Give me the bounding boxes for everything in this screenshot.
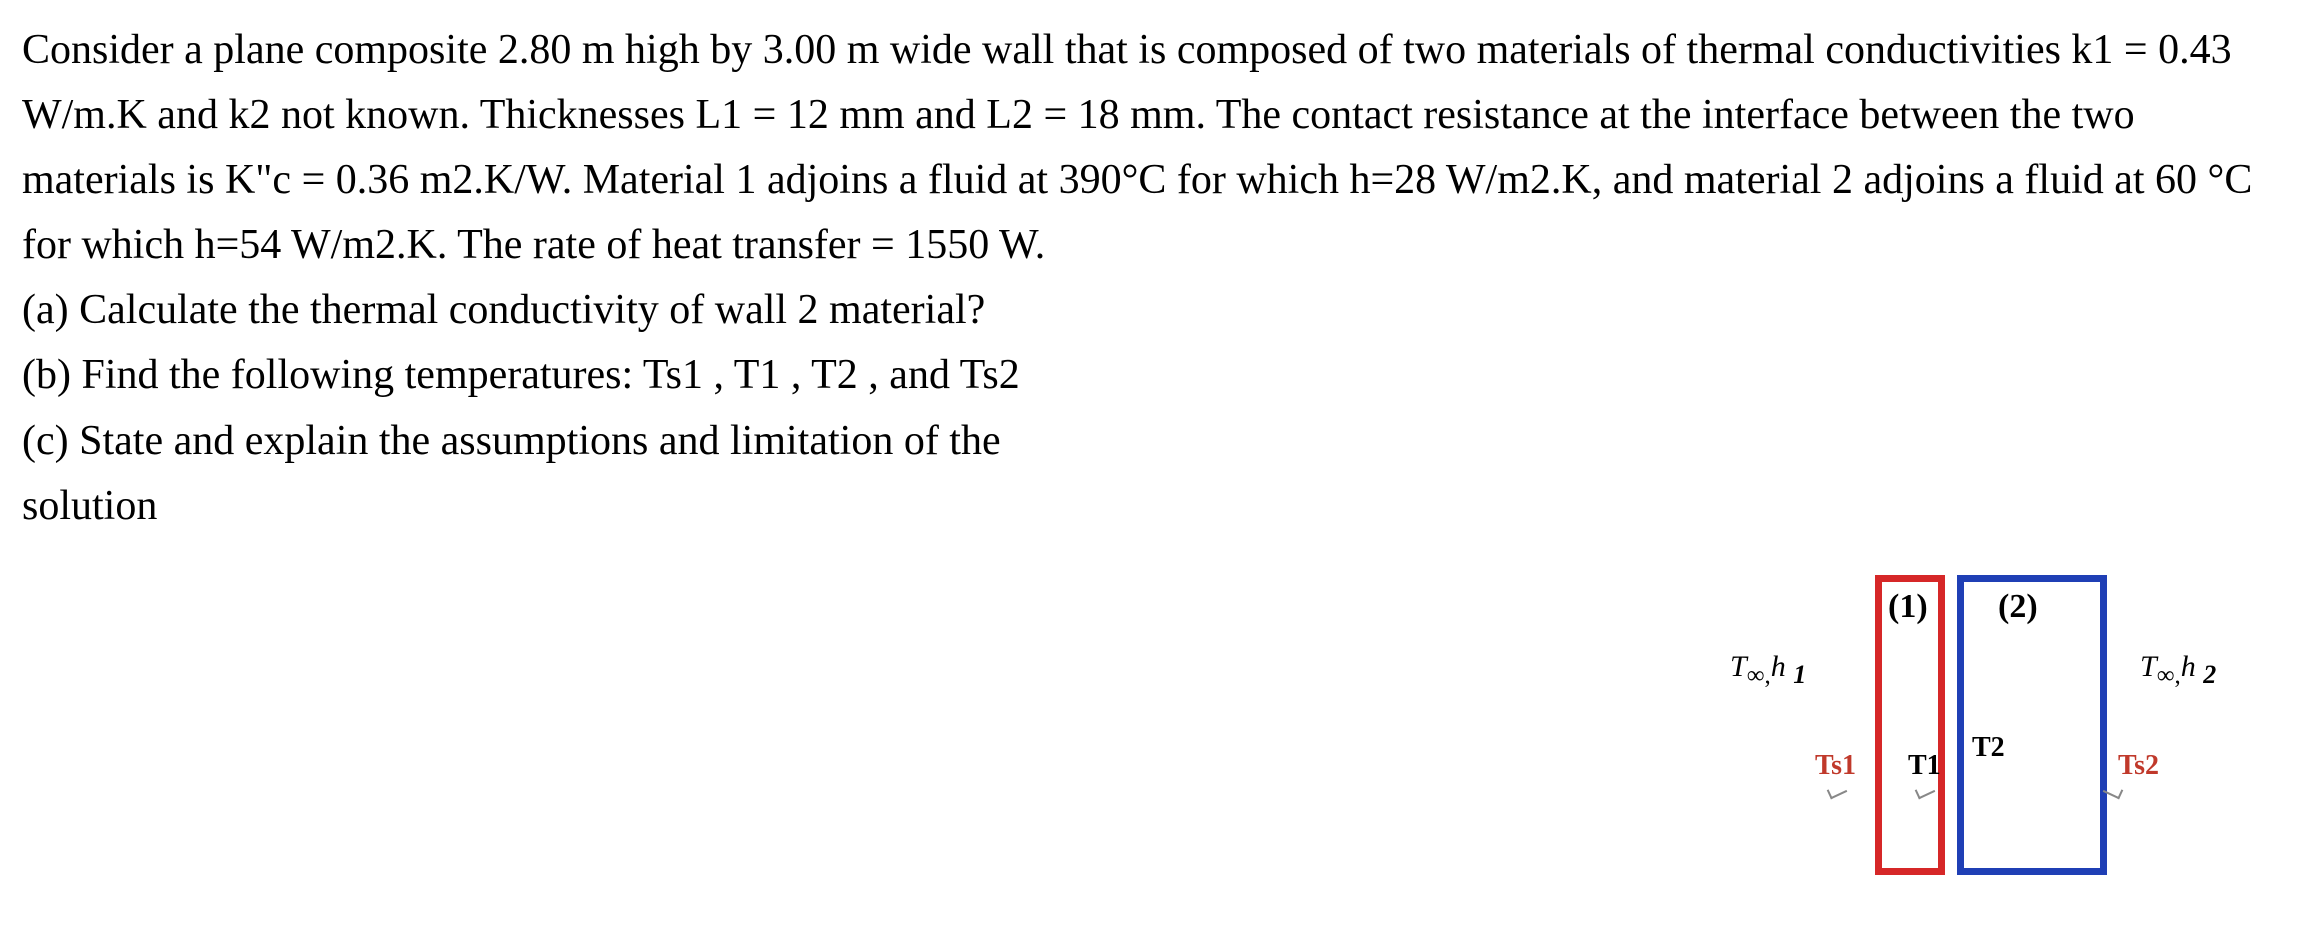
label-ts1: Ts1 [1815,750,1856,782]
fluid-1-label: T∞,h 1 [1730,650,1806,690]
label-t2: T2 [1972,732,2005,764]
tick-ts1 [1827,783,1848,800]
wall-2-label: (2) [1998,588,2038,626]
question-b: (b) Find the following temperatures: Ts1… [22,352,1020,398]
wall-1-label: (1) [1888,588,1928,626]
question-c-line1: (c) State and explain the assumptions an… [22,418,1001,464]
label-ts2: Ts2 [2118,750,2159,782]
composite-wall-diagram: (1) (2) T∞,h 1 T∞,h 2 Ts1 T1 T2 Ts2 [1620,540,2260,920]
question-c-line2: solution [22,483,157,529]
problem-statement: Consider a plane composite 2.80 m high b… [22,27,2252,268]
label-t1: T1 [1908,750,1941,782]
question-a: (a) Calculate the thermal conductivity o… [22,287,985,333]
fluid-2-label: T∞,h 2 [2140,650,2216,690]
